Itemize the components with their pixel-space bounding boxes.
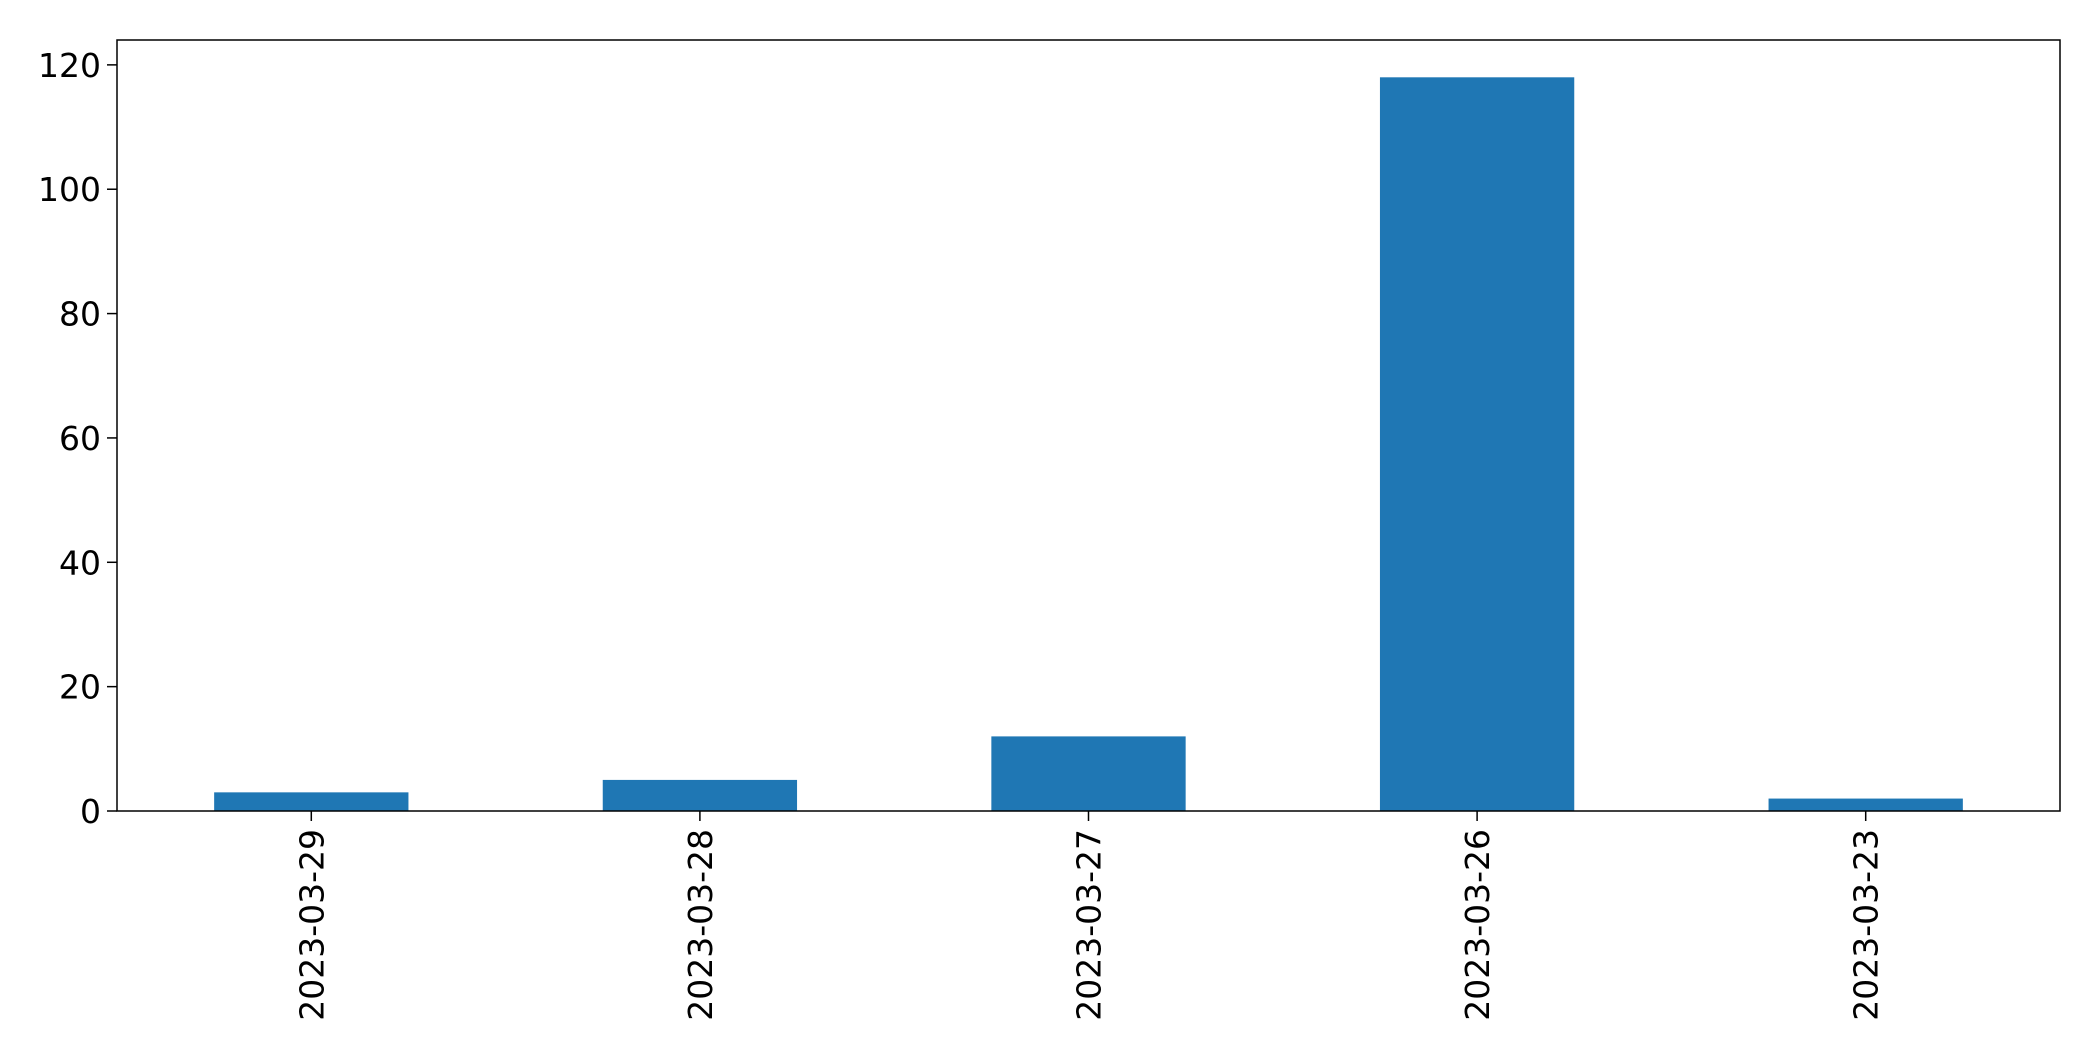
bar-2023-03-28	[602, 779, 798, 811]
y-tick-label: 60	[59, 419, 101, 458]
bar-2023-03-29	[214, 792, 409, 811]
y-tick-label: 120	[38, 46, 101, 85]
x-tick-label: 2023-03-29	[292, 829, 331, 1021]
bar-2023-03-23	[1768, 798, 1963, 811]
x-tick-label: 2023-03-28	[681, 829, 720, 1021]
y-tick-label: 20	[59, 668, 101, 707]
x-tick-label: 2023-03-26	[1458, 829, 1497, 1021]
x-tick-label: 2023-03-27	[1070, 829, 1109, 1021]
bars-group	[214, 77, 1963, 811]
bar-2023-03-27	[991, 736, 1186, 811]
bar-2023-03-26	[1379, 77, 1575, 811]
x-axis: 2023-03-29 2023-03-28 2023-03-27 2023-03-26…	[292, 811, 1886, 1021]
y-tick-label: 80	[59, 295, 101, 334]
y-axis: 0 20 40 60 80 100 120	[38, 46, 117, 831]
x-tick-label: 2023-03-23	[1847, 829, 1886, 1021]
y-tick-label: 40	[59, 543, 101, 582]
y-tick-label: 0	[80, 792, 101, 831]
y-tick-label: 100	[38, 170, 101, 209]
plot-frame	[116, 39, 2061, 812]
